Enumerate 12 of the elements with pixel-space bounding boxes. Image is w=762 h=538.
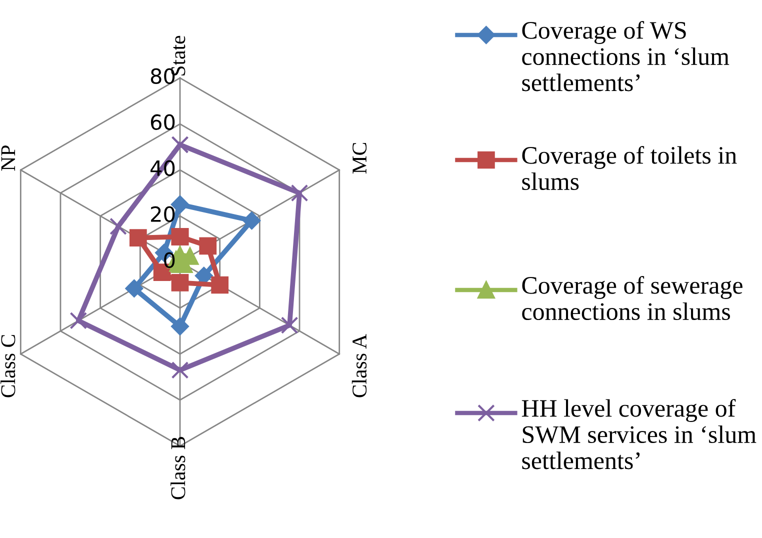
spoke-label: Class B <box>170 436 186 500</box>
legend-label: Coverage of sewerage connections in slums <box>522 276 742 320</box>
spoke-label: Class C <box>0 335 16 398</box>
spoke-label: MC <box>352 142 367 174</box>
y-tick-label: 0 <box>164 252 175 268</box>
legend-label: HH level coverage of SWM services in ‘slum settlements’ <box>522 399 756 470</box>
y-tick-label: 20 <box>151 206 175 222</box>
spoke-label: NP <box>1 146 16 171</box>
legend-label: Coverage of toilets in slums <box>522 146 737 190</box>
spoke-label: Class A <box>352 334 367 398</box>
legend-label: Coverage of WS connections in ‘slum settlements’ <box>522 21 730 92</box>
y-tick-label: 60 <box>150 114 175 130</box>
